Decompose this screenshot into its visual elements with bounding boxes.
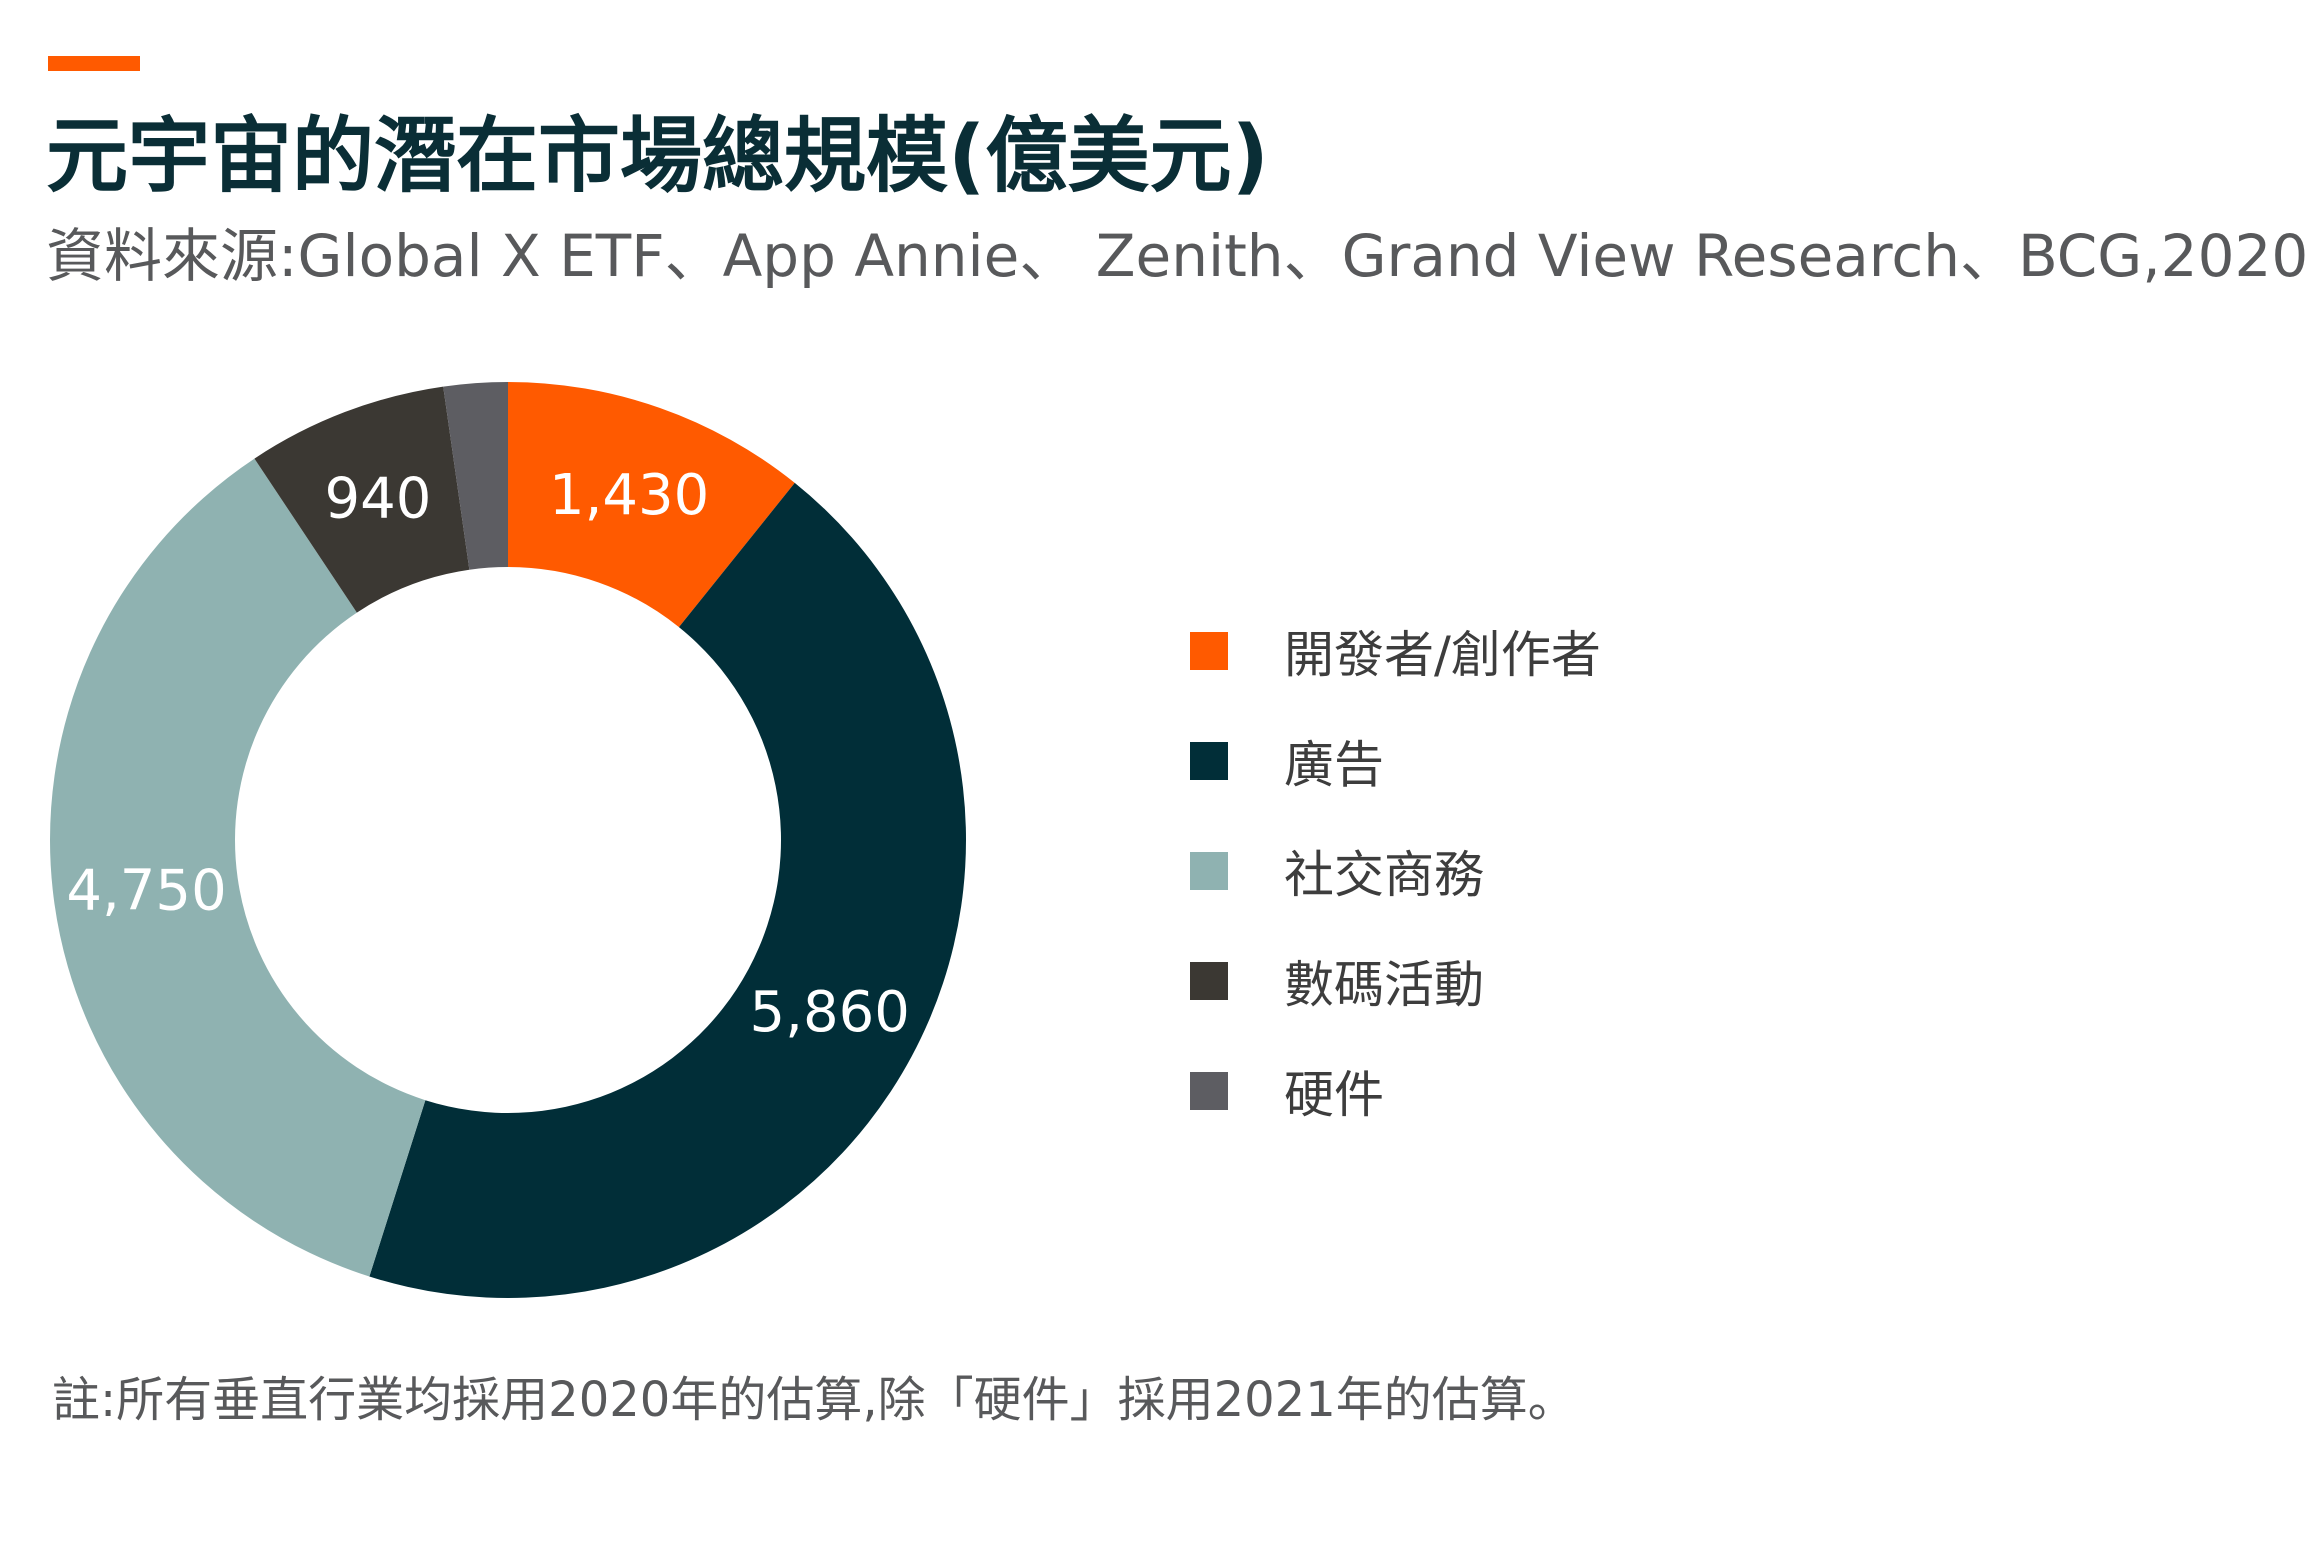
legend-swatch — [1190, 852, 1228, 890]
chart-title: 元宇宙的潛在市場總規模(億美元) — [46, 109, 1269, 204]
footnote: 註:所有垂直行業均採用2020年的估算,除「硬件」採用2021年的估算。 — [52, 1372, 1576, 1428]
source-note: 資料來源:Global X ETF、App Annie、 Zenith、Gran… — [46, 222, 2310, 290]
slice-data-label: 5,860 — [750, 980, 910, 1045]
legend-item: 數碼活動 — [1190, 926, 1601, 1036]
slice-data-label: 940 — [325, 466, 432, 531]
donut-slices — [50, 382, 967, 1299]
legend-swatch — [1190, 1072, 1228, 1110]
slice-data-label: 1,430 — [549, 463, 709, 528]
legend-label: 廣告 — [1284, 736, 1384, 794]
donut-data-labels: 1,430 5,860 4,750 940 — [66, 463, 909, 1045]
legend-swatch — [1190, 632, 1228, 670]
donut-slice — [254, 386, 470, 613]
legend-item: 社交商務 — [1190, 816, 1601, 926]
legend-swatch — [1190, 742, 1228, 780]
chart-legend: 開發者/創作者 廣告社交商務數碼活動硬件 — [1190, 596, 1601, 1146]
donut-slice — [508, 382, 795, 628]
donut-slice — [369, 482, 967, 1299]
accent-bar — [48, 56, 140, 71]
legend-swatch — [1190, 962, 1228, 1000]
legend-label: 社交商務 — [1284, 846, 1484, 904]
legend-label: 數碼活動 — [1284, 956, 1484, 1014]
donut-slice — [443, 382, 508, 570]
legend-label: 硬件 — [1284, 1066, 1384, 1124]
legend-label: 開發者/創作者 — [1284, 626, 1601, 684]
legend-item: 廣告 — [1190, 706, 1601, 816]
legend-item: 硬件 — [1190, 1036, 1601, 1146]
slice-data-label: 4,750 — [66, 858, 226, 923]
legend-item: 開發者/創作者 — [1190, 596, 1601, 706]
donut-slice — [50, 458, 426, 1277]
donut-chart: 1,430 5,860 4,750 940 — [50, 382, 967, 1299]
